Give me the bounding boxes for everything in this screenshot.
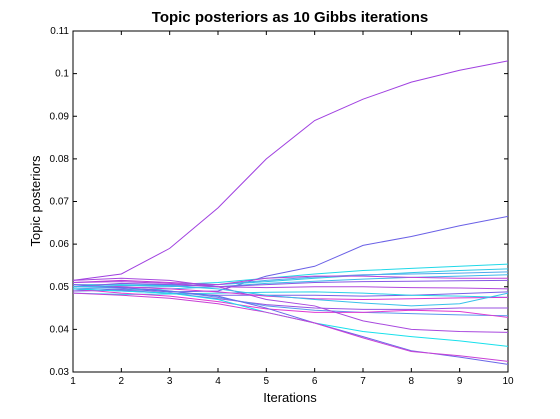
y-tick-label: 0.1	[55, 69, 69, 80]
chart-title: Topic posteriors as 10 Gibbs iterations	[152, 9, 428, 26]
series-line-7	[72, 275, 508, 286]
y-axis: 0.03 0.04 0.05 0.06 0.07 0.08 0.09 0.1 0.11	[50, 26, 508, 378]
y-tick-label: 0.07	[50, 197, 70, 208]
series-line-9	[72, 281, 509, 290]
x-tick-label: 9	[457, 376, 463, 387]
x-tick-label: 5	[264, 376, 270, 387]
x-axis-label: Iterations	[263, 390, 317, 405]
x-tick-label: 4	[215, 376, 221, 387]
x-tick-label: 7	[360, 376, 366, 387]
y-axis-label: Topic posteriors	[28, 155, 43, 247]
plot-area	[72, 30, 509, 373]
series-line-16	[72, 277, 509, 333]
series-line-20	[72, 284, 509, 307]
y-tick-label: 0.09	[50, 111, 70, 122]
y-tick-label: 0.06	[50, 239, 70, 250]
y-tick-label: 0.05	[50, 282, 70, 293]
y-tick-label: 0.03	[50, 367, 70, 378]
series-line-4	[73, 268, 509, 286]
y-tick-label: 0.04	[50, 324, 70, 335]
x-tick-label: 2	[119, 376, 125, 387]
x-axis: 1 2 3 4 5 6 7 8 9 10	[70, 31, 514, 387]
series-line-2	[72, 215, 509, 293]
series-line-5	[72, 271, 509, 290]
x-tick-label: 1	[70, 376, 76, 387]
x-tick-label: 8	[409, 376, 415, 387]
x-tick-label: 6	[312, 376, 318, 387]
series-line-19	[72, 292, 509, 362]
series-lines	[72, 60, 509, 365]
x-tick-label: 10	[502, 376, 514, 387]
y-tick-label: 0.11	[50, 26, 69, 37]
series-line-8	[72, 279, 509, 288]
series-line-1	[72, 60, 509, 281]
x-tick-label: 3	[167, 376, 173, 387]
series-line-15	[72, 288, 509, 318]
y-tick-label: 0.08	[50, 154, 70, 165]
